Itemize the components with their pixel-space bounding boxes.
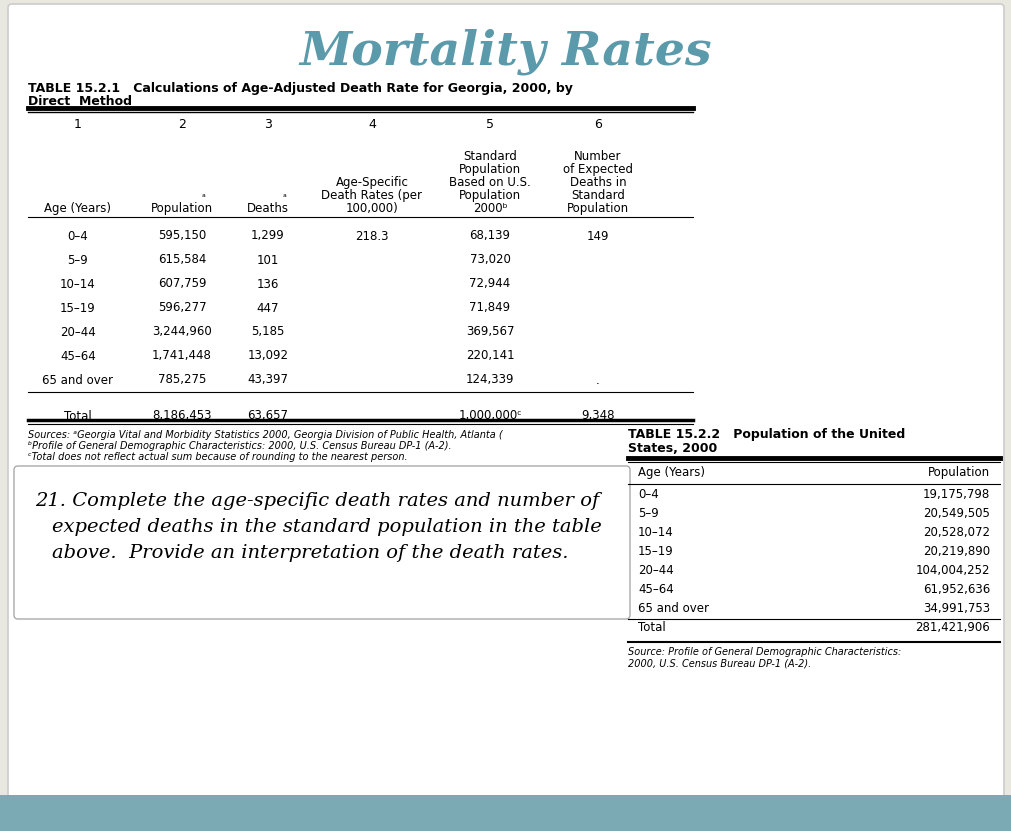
Text: Age-Specific: Age-Specific (336, 176, 408, 189)
Text: States, 2000: States, 2000 (628, 442, 717, 455)
Text: 15–19: 15–19 (637, 545, 673, 558)
Text: 34,991,753: 34,991,753 (922, 602, 989, 615)
Text: 5,185: 5,185 (251, 326, 284, 338)
Text: 1,741,448: 1,741,448 (152, 350, 211, 362)
Text: 8,186,453: 8,186,453 (152, 410, 211, 422)
Text: 2: 2 (178, 118, 186, 131)
Text: 6: 6 (593, 118, 602, 131)
Text: 45–64: 45–64 (637, 583, 673, 596)
Text: 65 and over: 65 and over (42, 373, 113, 386)
Text: ᶜTotal does not reflect actual sum because of rounding to the nearest person.: ᶜTotal does not reflect actual sum becau… (28, 452, 407, 462)
Text: 20–44: 20–44 (637, 564, 673, 577)
Text: .: . (595, 373, 600, 386)
Text: 124,339: 124,339 (465, 373, 514, 386)
Text: 136: 136 (257, 278, 279, 291)
Text: Mortality Rates: Mortality Rates (299, 29, 712, 76)
Text: 607,759: 607,759 (158, 278, 206, 291)
Text: 61,952,636: 61,952,636 (922, 583, 989, 596)
Text: 1,000,000ᶜ: 1,000,000ᶜ (458, 410, 522, 422)
Text: Population: Population (458, 189, 521, 202)
Text: 20,528,072: 20,528,072 (922, 526, 989, 539)
Text: 5–9: 5–9 (68, 253, 88, 267)
Text: 13,092: 13,092 (248, 350, 288, 362)
Text: 63,657: 63,657 (248, 410, 288, 422)
Text: 369,567: 369,567 (465, 326, 514, 338)
Text: 1: 1 (74, 118, 82, 131)
Text: 20–44: 20–44 (60, 326, 96, 338)
Text: 4: 4 (368, 118, 375, 131)
Text: 19,175,798: 19,175,798 (922, 488, 989, 501)
Text: 15–19: 15–19 (60, 302, 96, 314)
Text: 2000, U.S. Census Bureau DP-1 (A-2).: 2000, U.S. Census Bureau DP-1 (A-2). (628, 658, 811, 668)
Text: Population: Population (566, 202, 629, 215)
Text: 281,421,906: 281,421,906 (914, 621, 989, 634)
Text: Based on U.S.: Based on U.S. (449, 176, 531, 189)
Text: 596,277: 596,277 (158, 302, 206, 314)
Text: Population: Population (927, 466, 989, 479)
Text: Number: Number (573, 150, 621, 163)
Text: Deaths: Deaths (247, 202, 289, 215)
Text: Deaths in: Deaths in (569, 176, 626, 189)
Text: 615,584: 615,584 (158, 253, 206, 267)
Text: 595,150: 595,150 (158, 229, 206, 243)
Text: 218.3: 218.3 (355, 229, 388, 243)
Text: 73,020: 73,020 (469, 253, 510, 267)
Text: 2000ᵇ: 2000ᵇ (472, 202, 507, 215)
Text: 0–4: 0–4 (637, 488, 658, 501)
Text: Population: Population (458, 163, 521, 176)
Text: 104,004,252: 104,004,252 (915, 564, 989, 577)
Text: 3: 3 (264, 118, 272, 131)
FancyBboxPatch shape (8, 4, 1003, 802)
Text: Age (Years): Age (Years) (44, 202, 111, 215)
Text: 72,944: 72,944 (469, 278, 511, 291)
Text: Population: Population (151, 202, 213, 215)
Bar (0, 795, 1011, 831)
FancyBboxPatch shape (14, 466, 630, 619)
Text: 10–14: 10–14 (637, 526, 673, 539)
Text: 0–4: 0–4 (68, 229, 88, 243)
Text: 21. Complete the age-specific death rates and number of: 21. Complete the age-specific death rate… (35, 492, 599, 510)
Text: 5–9: 5–9 (637, 507, 658, 520)
Text: Standard: Standard (570, 189, 625, 202)
Text: 9,348: 9,348 (580, 410, 614, 422)
Text: 101: 101 (257, 253, 279, 267)
Text: 785,275: 785,275 (158, 373, 206, 386)
Text: TABLE 15.2.2   Population of the United: TABLE 15.2.2 Population of the United (628, 428, 905, 441)
Text: Total: Total (64, 410, 92, 422)
Text: 1,299: 1,299 (251, 229, 284, 243)
Text: ᵃ: ᵃ (202, 193, 205, 203)
Text: 447: 447 (257, 302, 279, 314)
Text: Total: Total (637, 621, 665, 634)
Text: 20,549,505: 20,549,505 (922, 507, 989, 520)
Text: expected deaths in the standard population in the table: expected deaths in the standard populati… (52, 518, 602, 536)
Text: 3,244,960: 3,244,960 (152, 326, 211, 338)
Text: Standard: Standard (463, 150, 517, 163)
Text: Source: Profile of General Demographic Characteristics:: Source: Profile of General Demographic C… (628, 647, 901, 657)
Text: of Expected: of Expected (562, 163, 632, 176)
Text: TABLE 15.2.1   Calculations of Age-Adjusted Death Rate for Georgia, 2000, by: TABLE 15.2.1 Calculations of Age-Adjuste… (28, 82, 572, 95)
Text: 10–14: 10–14 (60, 278, 96, 291)
Text: 65 and over: 65 and over (637, 602, 709, 615)
Text: 149: 149 (586, 229, 609, 243)
Text: Direct  Method: Direct Method (28, 95, 131, 108)
Text: Death Rates (per: Death Rates (per (321, 189, 422, 202)
Text: 68,139: 68,139 (469, 229, 510, 243)
Text: Age (Years): Age (Years) (637, 466, 705, 479)
Text: ᵃ: ᵃ (283, 193, 286, 203)
Text: 20,219,890: 20,219,890 (922, 545, 989, 558)
Text: ᵇProfile of General Demographic Characteristics: 2000, U.S. Census Bureau DP-1 (: ᵇProfile of General Demographic Characte… (28, 441, 451, 451)
Text: 71,849: 71,849 (469, 302, 511, 314)
Text: 43,397: 43,397 (248, 373, 288, 386)
Text: 5: 5 (485, 118, 493, 131)
Text: above.  Provide an interpretation of the death rates.: above. Provide an interpretation of the … (52, 544, 568, 562)
Text: 45–64: 45–64 (60, 350, 96, 362)
Text: Sources: ᵃGeorgia Vital and Morbidity Statistics 2000, Georgia Division of Publi: Sources: ᵃGeorgia Vital and Morbidity St… (28, 430, 502, 440)
Text: 100,000): 100,000) (346, 202, 398, 215)
Text: 220,141: 220,141 (465, 350, 514, 362)
